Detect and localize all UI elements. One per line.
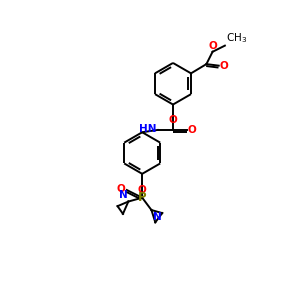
Text: O: O (208, 41, 217, 51)
Text: N: N (153, 212, 162, 222)
Text: P: P (138, 191, 146, 204)
Text: HN: HN (139, 124, 157, 134)
Text: O: O (220, 61, 228, 70)
Text: O: O (138, 184, 147, 195)
Text: N: N (119, 190, 128, 200)
Text: O: O (188, 125, 196, 135)
Text: CH$_3$: CH$_3$ (226, 31, 247, 45)
Text: O: O (116, 184, 125, 194)
Text: O: O (169, 115, 177, 125)
